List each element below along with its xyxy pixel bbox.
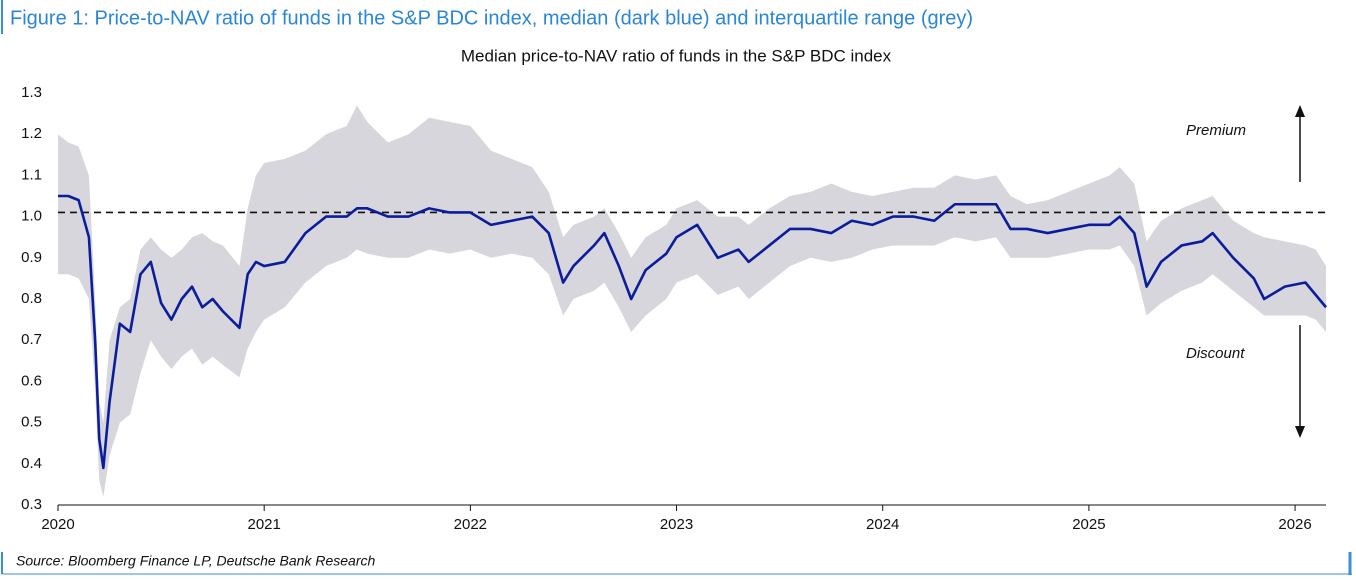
y-tick-label: 0.3 — [21, 496, 42, 513]
y-tick-label: 0.7 — [21, 331, 42, 348]
annotation: Discount — [1186, 345, 1245, 362]
y-tick-label: 1.0 — [21, 208, 42, 225]
x-tick-label: 2022 — [454, 516, 487, 533]
x-tick-label: 2020 — [41, 516, 74, 533]
arrow-head — [1295, 105, 1305, 117]
x-tick-label: 2021 — [247, 516, 280, 533]
x-tick-label: 2026 — [1278, 516, 1311, 533]
y-tick-label: 0.9 — [21, 249, 42, 266]
y-tick-label: 0.4 — [21, 455, 42, 472]
arrow-head — [1295, 426, 1305, 438]
y-tick-label: 1.2 — [21, 125, 42, 142]
y-tick-label: 1.3 — [21, 84, 42, 101]
figure-title: Figure 1: Price-to-NAV ratio of funds in… — [10, 7, 973, 29]
y-tick-label: 0.6 — [21, 372, 42, 389]
source: Source: Bloomberg Finance LP, Deutsche B… — [16, 553, 375, 569]
median-line — [58, 194, 1327, 470]
y-tick-label: 0.5 — [21, 414, 42, 431]
x-tick-label: 2023 — [660, 516, 693, 533]
annotation: Premium — [1186, 122, 1246, 139]
y-tick-label: 0.8 — [21, 290, 42, 307]
y-tick-label: 1.1 — [21, 166, 42, 183]
chart-title: Median price-to-NAV ratio of funds in th… — [461, 46, 892, 65]
x-tick-label: 2024 — [866, 516, 899, 533]
x-tick-label: 2025 — [1072, 516, 1105, 533]
iqr-band — [58, 105, 1326, 497]
